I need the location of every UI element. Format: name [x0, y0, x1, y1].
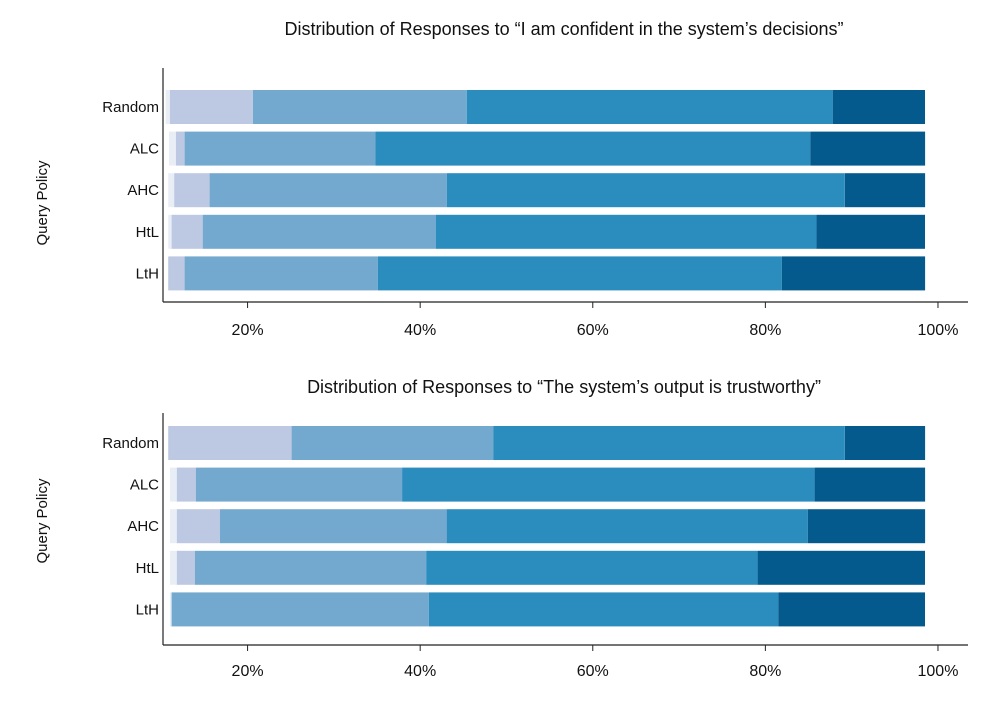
category-label-alc: ALC — [130, 141, 159, 158]
bar-segment-ahc-4 — [844, 173, 926, 208]
bar-segment-alc-2 — [195, 467, 403, 502]
bar-segment-random-2 — [252, 90, 467, 124]
bar-segment-ahc-2 — [220, 509, 447, 544]
bar-segment-random-2 — [291, 426, 494, 460]
bar-segment-alc-0 — [169, 131, 176, 166]
bar-segment-htl-2 — [202, 214, 436, 249]
bar-segment-lth-3 — [377, 256, 782, 291]
category-label-htl: HtL — [136, 560, 159, 577]
bar-segment-ahc-0 — [169, 509, 177, 544]
category-labels: Random ALC AHC HtL LtH — [102, 435, 159, 618]
category-label-htl: HtL — [136, 224, 159, 241]
bar-segment-random-3 — [493, 426, 845, 460]
chart-panel-trustworthy: Distribution of Responses to “The system… — [34, 377, 968, 680]
bar-segment-lth-4 — [781, 256, 926, 291]
chart-panel-confidence: Distribution of Responses to “I am confi… — [34, 19, 968, 339]
bar-segment-alc-4 — [810, 131, 926, 166]
bar-segment-ahc-3 — [446, 509, 808, 544]
bar-segment-alc-1 — [176, 467, 196, 502]
bar-segment-lth-2 — [171, 592, 429, 627]
axes: 20% 40% 60% 80% 100% — [162, 68, 968, 339]
x-tick-label: 100% — [918, 663, 959, 680]
bar-segment-htl-1 — [171, 214, 203, 249]
category-label-lth: LtH — [136, 265, 159, 282]
bar-segment-htl-3 — [435, 214, 817, 249]
bar-segment-ahc-1 — [174, 173, 210, 208]
bar-segment-htl-0 — [168, 214, 172, 249]
axes: 20% 40% 60% 80% 100% — [162, 413, 968, 680]
x-tick-label: 20% — [232, 322, 264, 339]
category-label-random: Random — [102, 435, 159, 452]
bar-segment-alc-0 — [169, 467, 177, 502]
bar-segment-ahc-0 — [168, 173, 175, 208]
y-axis-label: Query Policy — [34, 478, 51, 564]
bar-segment-htl-2 — [194, 550, 427, 585]
bar-segment-htl-4 — [757, 550, 925, 585]
category-label-lth: LtH — [136, 601, 159, 618]
bar-segment-alc-3 — [375, 131, 811, 166]
x-tick-label: 60% — [577, 322, 609, 339]
x-tick-label: 100% — [918, 322, 959, 339]
x-tick-label: 40% — [404, 663, 436, 680]
bar-segment-ahc-2 — [209, 173, 447, 208]
bar-segment-htl-3 — [426, 550, 758, 585]
bar-segment-random-0 — [165, 90, 170, 124]
bar-segment-alc-3 — [402, 467, 815, 502]
bar-segment-random-4 — [832, 90, 925, 124]
bar-segment-alc-1 — [175, 131, 185, 166]
bar-segment-htl-0 — [169, 550, 177, 585]
chart-title: Distribution of Responses to “The system… — [307, 377, 821, 397]
bar-segment-lth-1 — [168, 256, 185, 291]
bar-segment-ahc-3 — [446, 173, 845, 208]
x-tick-label: 20% — [232, 663, 264, 680]
category-label-ahc: AHC — [127, 182, 159, 199]
category-labels: Random ALC AHC HtL LtH — [102, 99, 159, 282]
chart-title: Distribution of Responses to “I am confi… — [285, 19, 844, 39]
bar-segment-random-4 — [844, 426, 926, 460]
bar-segment-alc-4 — [814, 467, 926, 502]
bar-segment-ahc-1 — [176, 509, 220, 544]
x-tick-label: 60% — [577, 663, 609, 680]
category-label-ahc: AHC — [127, 518, 159, 535]
bar-segment-htl-4 — [816, 214, 925, 249]
bar-segment-lth-2 — [184, 256, 378, 291]
bar-segment-lth-3 — [428, 592, 779, 627]
x-tick-label: 80% — [749, 322, 781, 339]
bar-segment-htl-1 — [176, 550, 195, 585]
bar-segment-random-1 — [168, 426, 292, 460]
bar-segment-lth-0 — [169, 592, 172, 627]
category-label-random: Random — [102, 99, 159, 116]
bar-segment-random-1 — [169, 90, 253, 124]
x-tick-label: 80% — [749, 663, 781, 680]
y-axis-label: Query Policy — [34, 160, 51, 246]
bar-segment-random-3 — [466, 90, 833, 124]
category-label-alc: ALC — [130, 477, 159, 494]
bar-segment-lth-4 — [778, 592, 925, 627]
bar-segment-alc-2 — [184, 131, 376, 166]
bars-group — [168, 426, 926, 627]
x-tick-label: 40% — [404, 322, 436, 339]
bar-segment-ahc-4 — [807, 509, 926, 544]
bars-group — [165, 90, 926, 291]
